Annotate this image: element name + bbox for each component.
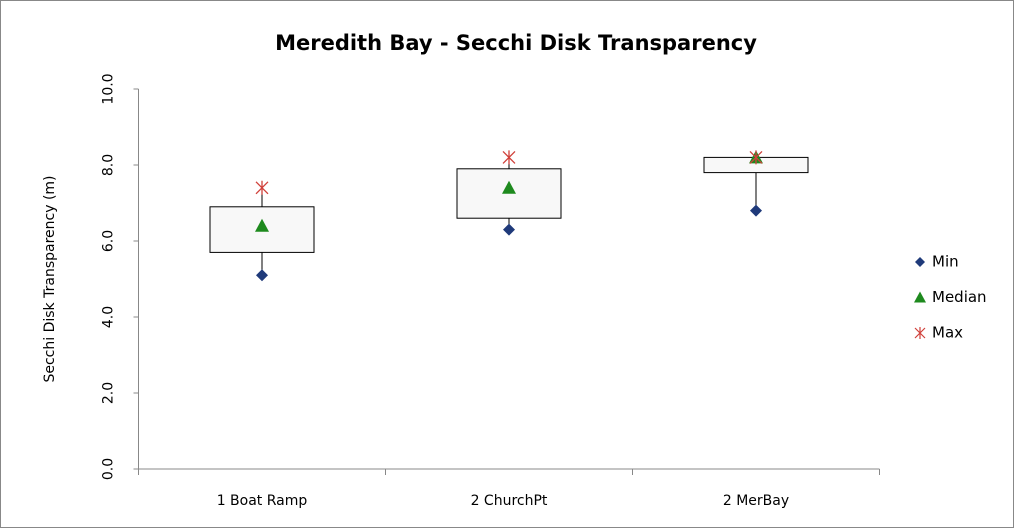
y-tick-label: 4.0 [101,306,117,328]
y-tick-label: 0.0 [101,458,117,480]
x-tick-label: 1 Boat Ramp [217,493,308,509]
max-marker [502,150,516,165]
min-marker [750,204,762,217]
y-tick-label: 6.0 [101,230,117,252]
legend-label: Median [932,288,987,306]
max-marker [749,150,763,165]
median-marker [502,180,516,194]
legend-marker [914,327,926,339]
min-marker [503,223,515,236]
y-axis-title: Secchi Disk Transparency (m) [42,175,58,382]
chart-title: Meredith Bay - Secchi Disk Transparency [275,31,757,55]
y-tick-label: 10.0 [101,73,117,104]
y-tick-label: 2.0 [101,382,117,404]
legend-label: Max [932,324,963,342]
y-tick-label: 8.0 [101,154,117,176]
x-tick-label: 2 ChurchPt [471,493,548,509]
legend-marker [915,257,925,267]
legend-marker [914,291,926,303]
min-marker [256,269,268,282]
x-tick-label: 2 MerBay [723,493,789,509]
median-marker [255,218,269,232]
legend-label: Min [932,253,959,271]
max-marker [255,180,269,195]
